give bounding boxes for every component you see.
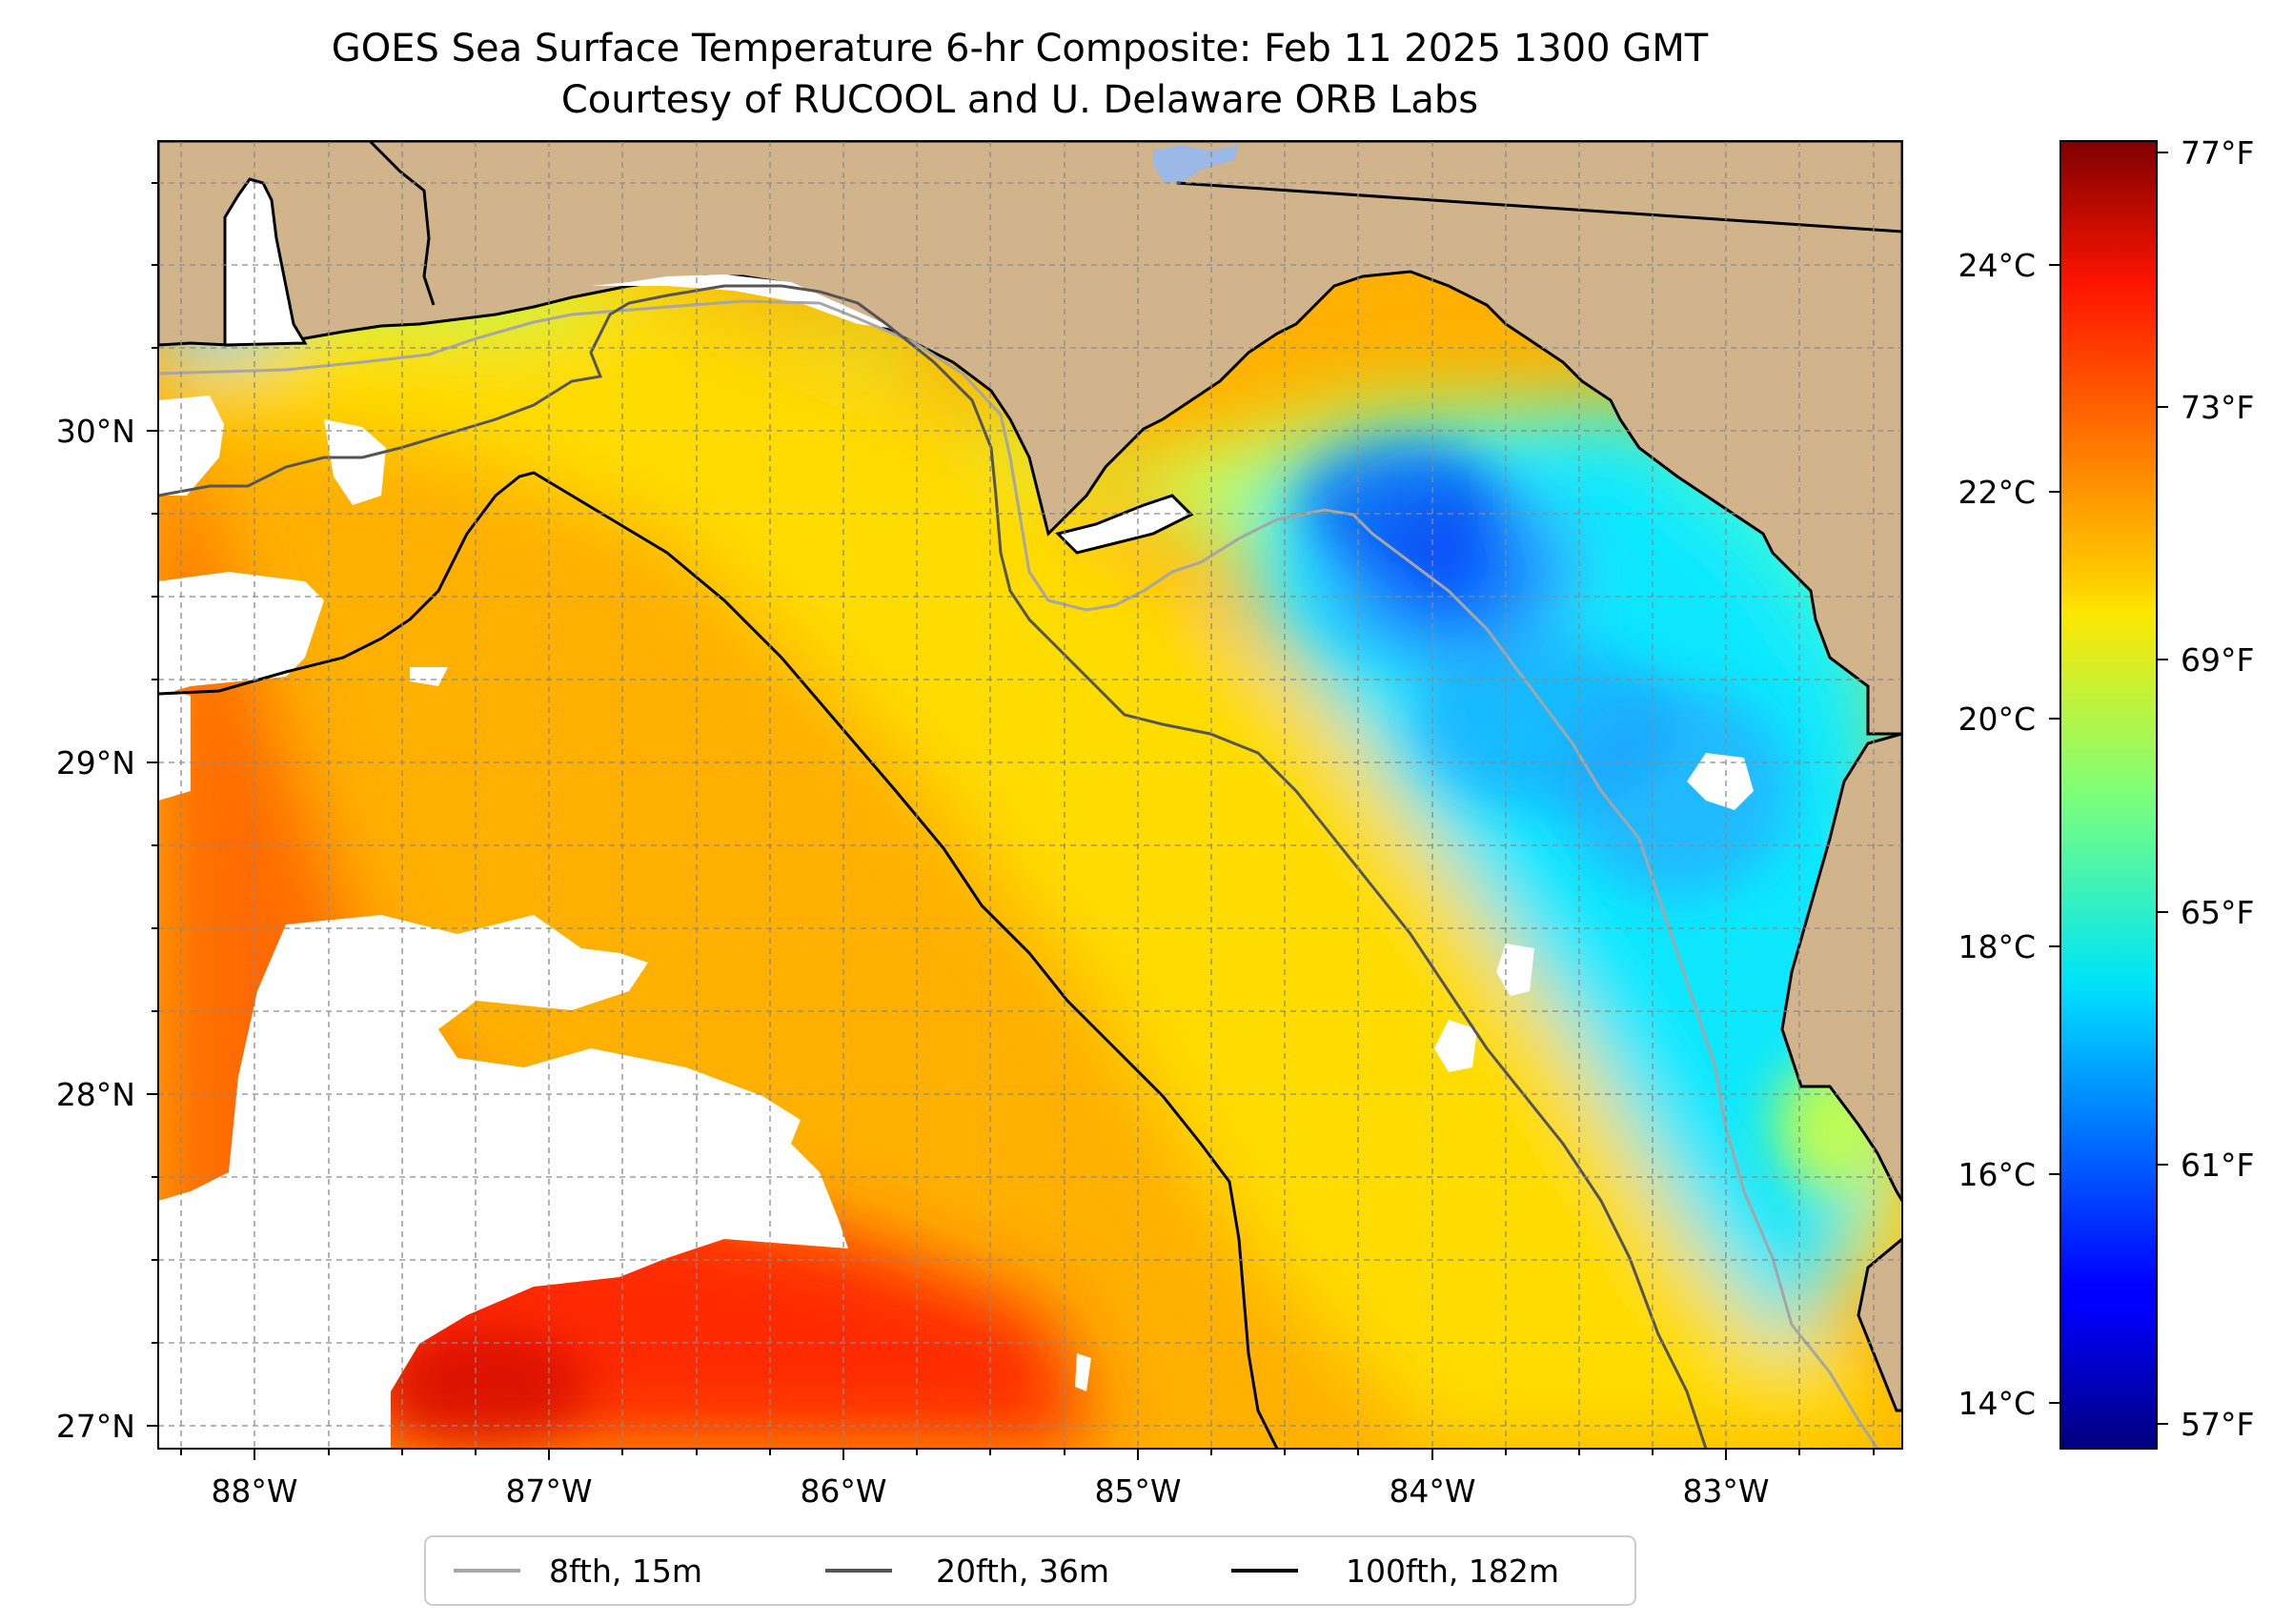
map-area — [158, 141, 1902, 1449]
lon-label-85w: 85°W — [1094, 1472, 1181, 1510]
lon-label-83w: 83°W — [1682, 1472, 1769, 1510]
map-title: GOES Sea Surface Temperature 6-hr Compos… — [332, 27, 1709, 71]
colorbar-f-57: 57°F — [2181, 1406, 2254, 1443]
colorbar-c-18: 18°C — [1958, 928, 2036, 965]
no-data-patches — [158, 396, 1754, 1449]
colorbar-c-16: 16°C — [1958, 1156, 2036, 1193]
colorbar-c-22: 22°C — [1958, 474, 2036, 511]
lat-label-29n: 29°N — [56, 744, 135, 782]
colorbar-celsius-ticks — [2049, 264, 2060, 1404]
colorbar — [2060, 140, 2158, 1450]
colorbar-c-24: 24°C — [1958, 247, 2036, 284]
map-subtitle: Courtesy of RUCOOL and U. Delaware ORB L… — [561, 78, 1478, 122]
legend: 8fth, 15m 20fth, 36m 100fth, 182m — [424, 1535, 1636, 1606]
lat-ticks — [147, 182, 158, 1427]
state-border — [1176, 181, 1902, 233]
colorbar-c-20: 20°C — [1958, 700, 2036, 738]
lon-label-86w: 86°W — [800, 1472, 886, 1510]
lon-label-87w: 87°W — [505, 1472, 592, 1510]
legend-label-20fth: 20fth, 36m — [936, 1553, 1109, 1590]
isobath-100fth — [158, 471, 1279, 1449]
florida-peninsula — [1780, 732, 1902, 1204]
land — [158, 141, 1902, 736]
lat-label-27n: 27°N — [56, 1408, 135, 1445]
lon-ticks — [180, 1449, 1875, 1460]
legend-box — [424, 1535, 1636, 1606]
lon-label-88w: 88°W — [211, 1472, 297, 1510]
legend-label-8fth: 8fth, 15m — [549, 1553, 702, 1590]
colorbar-fahrenheit-ticks — [2157, 152, 2168, 1425]
legend-label-100fth: 100fth, 182m — [1346, 1553, 1559, 1590]
isobath-8fth — [158, 299, 1879, 1449]
colorbar-f-61: 61°F — [2181, 1147, 2254, 1184]
colorbar-f-73: 73°F — [2181, 389, 2254, 426]
map-frame — [157, 140, 1903, 1450]
isobath-20fth — [158, 284, 1708, 1449]
gridlines — [158, 141, 1902, 1449]
colorbar-f-77: 77°F — [2181, 134, 2254, 172]
colorbar-c-14: 14°C — [1958, 1385, 2036, 1422]
lake — [1153, 145, 1239, 183]
cold-core — [381, 438, 1887, 1444]
lat-label-28n: 28°N — [56, 1076, 135, 1113]
lon-label-84w: 84°W — [1389, 1472, 1475, 1510]
colorbar-f-65: 65°F — [2181, 894, 2254, 931]
colorbar-f-69: 69°F — [2181, 641, 2254, 679]
lat-label-30n: 30°N — [56, 413, 135, 450]
